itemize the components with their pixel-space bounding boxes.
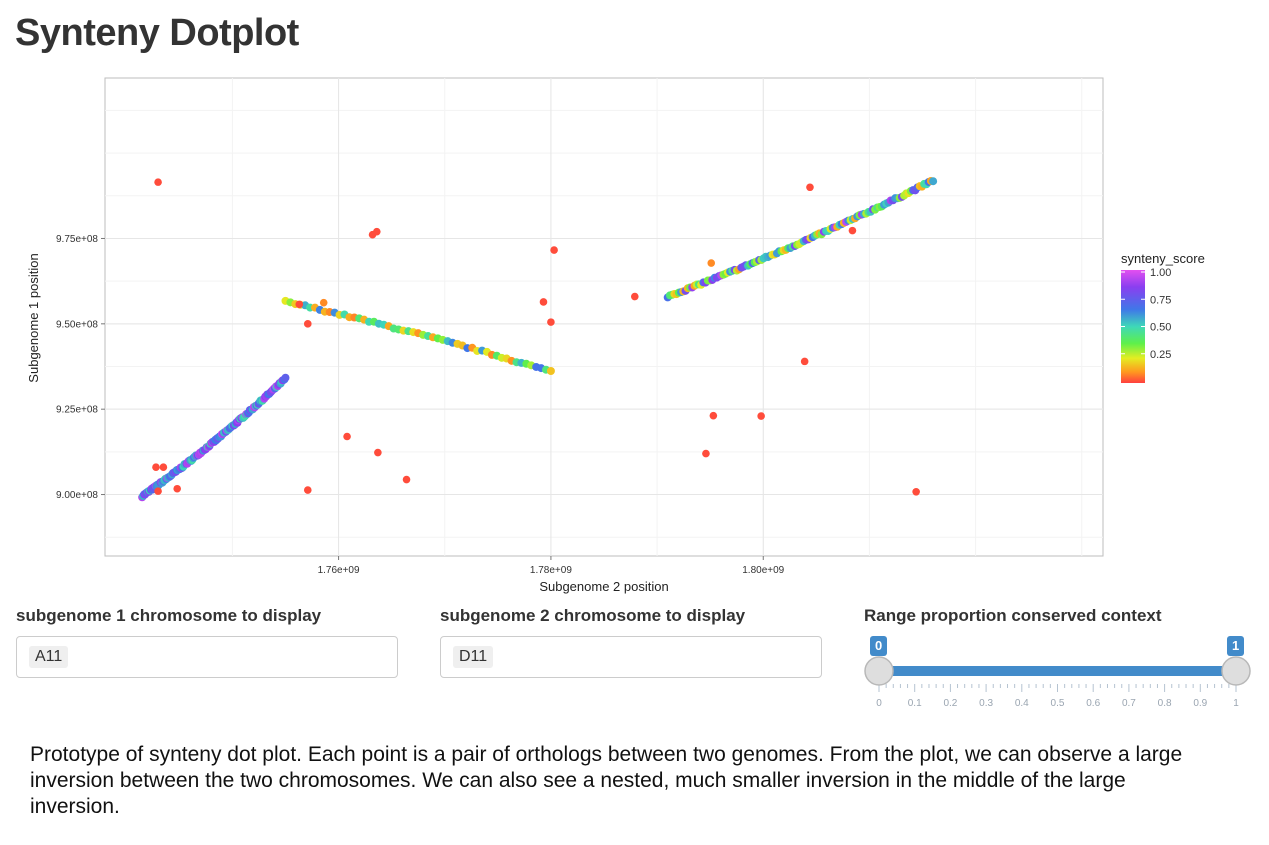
sub1-chromosome-label: subgenome 1 chromosome to display	[16, 606, 322, 625]
sub1-chromosome-value[interactable]: A11	[29, 646, 69, 668]
sub1-chromosome-select[interactable]: A11	[16, 636, 398, 678]
outlier-point	[343, 432, 351, 441]
sub2-chromosome-select[interactable]: D11	[440, 636, 822, 678]
grid-lines	[105, 78, 1103, 556]
legend-tick-label: 1.00	[1150, 267, 1171, 279]
outlier-point	[806, 183, 814, 192]
outlier-point	[303, 486, 312, 494]
range-slider-label: Range proportion conserved context	[864, 606, 1162, 625]
outlier-point	[402, 475, 411, 484]
y-axis-ticks: 9.00e+08 9.25e+08 9.50e+08 9.75e+08	[56, 234, 105, 501]
outlier-point	[800, 357, 809, 366]
sub2-chromosome-value[interactable]: D11	[453, 646, 494, 668]
figure-caption: Prototype of synteny dot plot. Each poin…	[30, 743, 1183, 818]
outlier-point	[159, 463, 168, 472]
legend-title: synteny_score	[1121, 251, 1205, 266]
outlier-point	[152, 463, 160, 472]
x-axis-ticks: 1.76e+09 1.78e+09 1.80e+09	[318, 556, 785, 576]
y-tick-label: 9.50e+08	[56, 319, 98, 330]
outlier-point	[295, 300, 304, 309]
outlier-point	[319, 298, 328, 307]
outlier-point	[707, 259, 716, 267]
page-title: Synteny Dotplot	[15, 12, 299, 54]
legend-tick-label: 0.75	[1150, 294, 1171, 306]
legend-ticks: 1.00 0.75 0.50 0.25	[1121, 267, 1171, 361]
outlier-point	[154, 178, 162, 186]
y-tick-label: 9.00e+08	[56, 490, 98, 501]
outlier-point	[550, 246, 558, 254]
outlier-point	[372, 227, 381, 236]
outlier-point	[630, 292, 639, 301]
outlier-point	[912, 488, 920, 496]
outlier-point	[547, 318, 555, 326]
legend-tick-label: 0.50	[1150, 322, 1171, 334]
ortholog-point	[546, 367, 555, 376]
y-tick-label: 9.25e+08	[56, 405, 98, 416]
outlier-point	[848, 226, 857, 235]
y-axis-label: Subgenome 1 position	[26, 253, 41, 382]
plot-panel	[104, 77, 1104, 557]
legend-tick-label: 0.25	[1150, 349, 1171, 361]
outlier-point	[702, 449, 710, 458]
outlier-point	[709, 411, 718, 420]
outlier-point	[173, 484, 181, 493]
sub2-chromosome-label: subgenome 2 chromosome to display	[440, 606, 746, 625]
range-slider-min-badge: 0	[870, 636, 888, 656]
x-tick-label: 1.80e+09	[742, 565, 784, 576]
outlier-point	[374, 448, 382, 457]
outlier-point	[539, 298, 548, 306]
range-slider-max-badge: 1	[1227, 636, 1245, 656]
ortholog-point	[929, 177, 938, 186]
x-tick-label: 1.78e+09	[530, 565, 572, 576]
x-axis-label: Subgenome 2 position	[539, 579, 668, 594]
ortholog-point	[281, 373, 290, 382]
outlier-point	[154, 487, 162, 495]
outlier-point	[303, 320, 312, 328]
outlier-point	[757, 412, 765, 420]
synteny-dotplot: 1.76e+09 1.78e+09 1.80e+09 9.00e+08 9.25e+0…	[26, 77, 1205, 594]
y-tick-label: 9.75e+08	[56, 234, 98, 245]
data-points	[138, 176, 938, 502]
x-tick-label: 1.76e+09	[318, 565, 360, 576]
